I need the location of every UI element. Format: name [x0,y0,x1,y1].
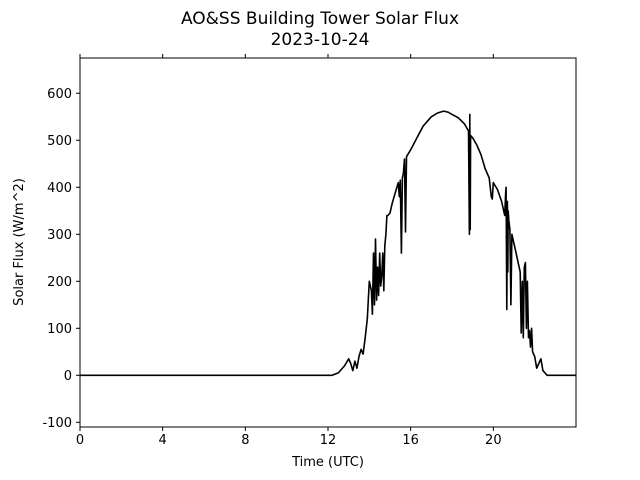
chart-title: AO&SS Building Tower Solar Flux [181,9,459,29]
y-tick-label-4: 300 [47,228,72,243]
y-tick-label-3: 200 [47,275,72,290]
plot-area: 0 4 8 12 16 20 -100 0 100 200 300 400 500 600 [42,54,577,448]
x-tick-label-4: 16 [402,433,419,448]
y-tick-label-2: 100 [47,322,72,337]
y-tick-label-5: 400 [47,181,72,196]
chart-subtitle: 2023-10-24 [271,30,370,50]
y-tick-label-0: -100 [42,416,72,431]
y-axis: -100 0 100 200 300 400 500 600 [42,87,80,431]
x-axis-label: Time (UTC) [291,455,364,470]
series-layer [80,110,576,377]
y-axis-label: Solar Flux (W/m^2) [12,178,27,306]
y-tick-label-7: 600 [47,87,72,102]
series-line-0 [80,110,576,377]
x-tick-label-0: 0 [76,433,84,448]
x-tick-label-3: 12 [320,433,337,448]
plot-frame [79,57,577,428]
x-axis: 0 4 8 12 16 20 [76,54,502,448]
x-tick-label-1: 4 [159,433,167,448]
x-tick-label-5: 20 [485,433,502,448]
y-tick-label-1: 0 [64,369,72,384]
y-tick-label-6: 500 [47,134,72,149]
x-tick-label-2: 8 [241,433,249,448]
